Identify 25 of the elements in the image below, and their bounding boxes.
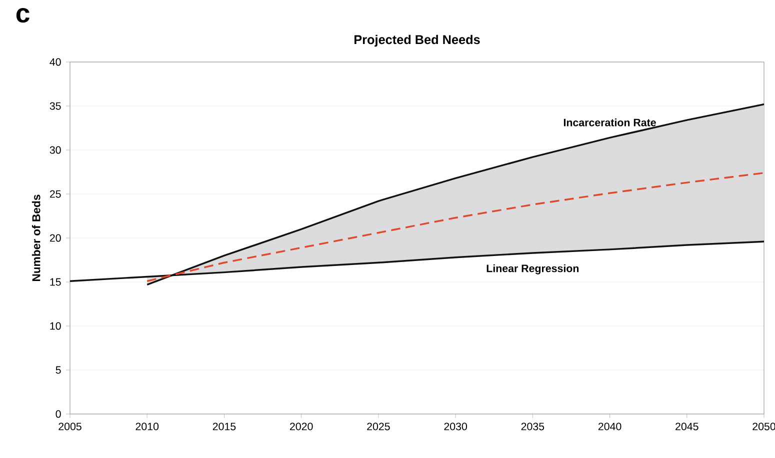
x-tick-label: 2030 [444, 422, 468, 430]
series-label: Linear Regression [486, 264, 579, 274]
y-tick-label: 40 [50, 58, 61, 66]
y-tick-label: 0 [56, 410, 61, 418]
text: c [16, 8, 30, 23]
x-tick-label: 2035 [521, 422, 544, 430]
y-tick-label: 30 [50, 146, 61, 154]
y-axis-title: Number of Beds [32, 194, 40, 282]
y-tick-label: 25 [50, 190, 61, 198]
line-series [146, 172, 765, 282]
y-tick-label: 15 [50, 278, 61, 286]
x-tick-label: 2040 [598, 422, 622, 430]
chart-title: Projected Bed Needs [354, 34, 480, 47]
x-tick-label: 2015 [212, 422, 236, 430]
x-tick-label: 2045 [676, 422, 698, 430]
x-tick-label: 2050 [752, 422, 775, 430]
y-tick-label: 20 [50, 234, 61, 242]
x-tick-label: 2025 [367, 422, 390, 430]
x-tick-label: 2005 [58, 422, 82, 430]
x-tick-label: 2020 [290, 422, 313, 430]
x-tick-label: 2010 [136, 422, 159, 430]
y-tick-label: 5 [56, 366, 61, 374]
series-label: Incarceration Rate [564, 118, 656, 126]
y-tick-label: 35 [50, 102, 61, 110]
y-tick-label: 10 [50, 322, 61, 330]
